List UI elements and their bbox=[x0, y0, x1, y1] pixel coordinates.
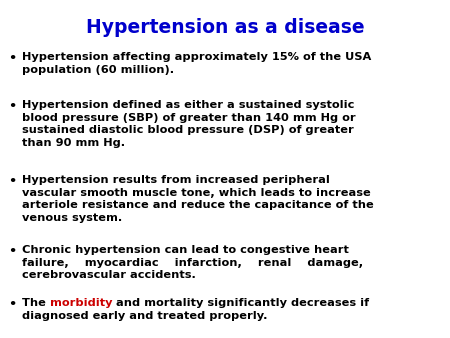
Text: Hypertension defined as either a sustained systolic: Hypertension defined as either a sustain… bbox=[22, 100, 355, 110]
Text: arteriole resistance and reduce the capacitance of the: arteriole resistance and reduce the capa… bbox=[22, 200, 374, 211]
Text: Hypertension as a disease: Hypertension as a disease bbox=[86, 18, 365, 37]
Text: Hypertension affecting approximately 15% of the USA: Hypertension affecting approximately 15%… bbox=[22, 52, 371, 62]
Text: cerebrovascular accidents.: cerebrovascular accidents. bbox=[22, 270, 196, 281]
Text: •: • bbox=[8, 298, 16, 311]
Text: The: The bbox=[22, 298, 50, 308]
Text: •: • bbox=[8, 175, 16, 188]
Text: and mortality significantly decreases if: and mortality significantly decreases if bbox=[112, 298, 369, 308]
Text: Hypertension results from increased peripheral: Hypertension results from increased peri… bbox=[22, 175, 330, 185]
Text: diagnosed early and treated properly.: diagnosed early and treated properly. bbox=[22, 311, 267, 321]
Text: •: • bbox=[8, 100, 16, 113]
Text: failure,    myocardiac    infarction,    renal    damage,: failure, myocardiac infarction, renal da… bbox=[22, 258, 363, 268]
Text: morbidity: morbidity bbox=[50, 298, 112, 308]
Text: Chronic hypertension can lead to congestive heart: Chronic hypertension can lead to congest… bbox=[22, 245, 349, 255]
Text: •: • bbox=[8, 245, 16, 258]
Text: vascular smooth muscle tone, which leads to increase: vascular smooth muscle tone, which leads… bbox=[22, 188, 371, 198]
Text: blood pressure (SBP) of greater than 140 mm Hg or: blood pressure (SBP) of greater than 140… bbox=[22, 113, 356, 123]
Text: than 90 mm Hg.: than 90 mm Hg. bbox=[22, 138, 125, 148]
Text: •: • bbox=[8, 52, 16, 65]
Text: venous system.: venous system. bbox=[22, 213, 122, 223]
Text: sustained diastolic blood pressure (DSP) of greater: sustained diastolic blood pressure (DSP)… bbox=[22, 125, 354, 136]
Text: population (60 million).: population (60 million). bbox=[22, 65, 174, 75]
